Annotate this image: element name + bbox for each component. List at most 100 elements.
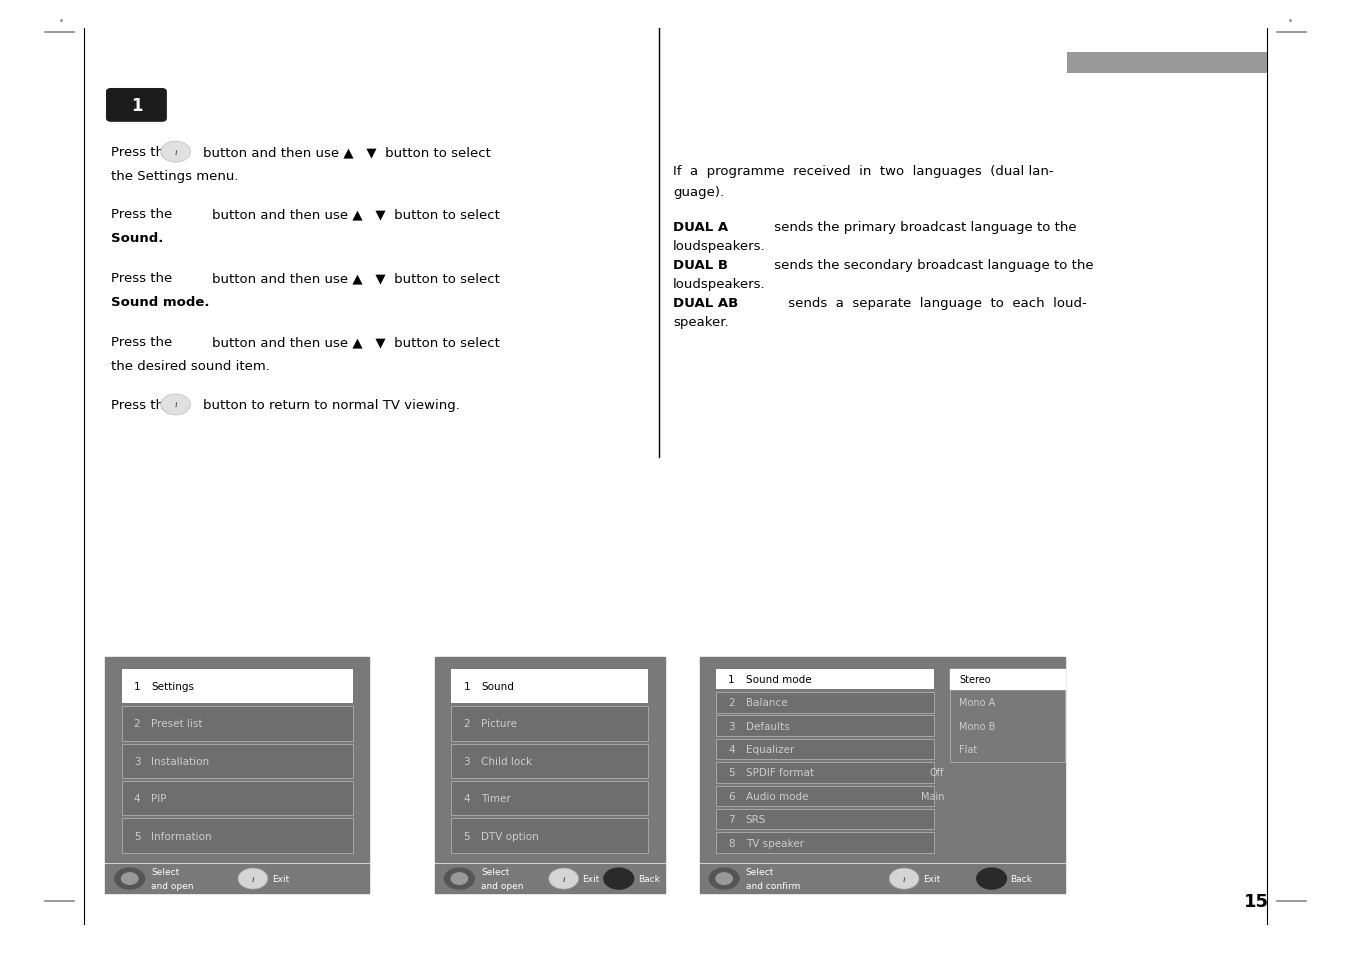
- Text: and open: and open: [151, 881, 193, 890]
- Text: sends the primary broadcast language to the: sends the primary broadcast language to …: [770, 220, 1077, 233]
- Text: 4: 4: [463, 793, 470, 803]
- Bar: [105, 658, 369, 862]
- Text: 7: 7: [728, 815, 735, 824]
- Text: Installation: Installation: [151, 756, 209, 766]
- Bar: [700, 658, 1065, 862]
- Text: button and then use ▲   ▼  button to select: button and then use ▲ ▼ button to select: [203, 146, 490, 159]
- Circle shape: [115, 868, 145, 889]
- Bar: [451, 819, 648, 853]
- Text: Main: Main: [921, 791, 944, 801]
- Text: Preset list: Preset list: [151, 719, 203, 729]
- Text: Information: Information: [151, 831, 212, 841]
- Bar: [716, 785, 934, 806]
- Text: the desired sound item.: the desired sound item.: [111, 359, 270, 373]
- Text: Child lock: Child lock: [481, 756, 532, 766]
- Bar: [451, 706, 648, 740]
- Bar: [716, 716, 934, 736]
- Circle shape: [549, 868, 578, 889]
- Text: DUAL AB: DUAL AB: [673, 296, 738, 310]
- Text: i: i: [174, 149, 177, 156]
- Text: SPDIF format: SPDIF format: [746, 768, 813, 778]
- Text: Timer: Timer: [481, 793, 511, 803]
- Text: sends  a  separate  language  to  each  loud-: sends a separate language to each loud-: [784, 296, 1086, 310]
- Text: Press the: Press the: [111, 335, 172, 349]
- Bar: [716, 669, 934, 690]
- Text: button and then use ▲   ▼  button to select: button and then use ▲ ▼ button to select: [212, 335, 500, 349]
- Text: PIP: PIP: [151, 793, 166, 803]
- Text: Flat: Flat: [959, 744, 978, 754]
- Text: and confirm: and confirm: [746, 881, 800, 890]
- Bar: [122, 781, 353, 816]
- Text: Press the: Press the: [111, 146, 172, 159]
- Text: Select: Select: [746, 867, 774, 877]
- Text: Picture: Picture: [481, 719, 517, 729]
- Bar: [122, 706, 353, 740]
- Text: Audio mode: Audio mode: [746, 791, 808, 801]
- Circle shape: [122, 873, 138, 884]
- FancyBboxPatch shape: [107, 90, 166, 122]
- Text: i: i: [562, 875, 565, 882]
- Bar: [716, 692, 934, 713]
- Text: Exit: Exit: [582, 874, 600, 883]
- Text: i: i: [251, 875, 254, 882]
- Circle shape: [709, 868, 739, 889]
- Text: 5: 5: [463, 831, 470, 841]
- Text: sends the secondary broadcast language to the: sends the secondary broadcast language t…: [770, 258, 1094, 272]
- Text: Mono B: Mono B: [959, 721, 996, 731]
- Bar: [451, 781, 648, 816]
- Bar: [1067, 53, 1267, 74]
- Text: 2: 2: [728, 698, 735, 707]
- Text: i: i: [174, 401, 177, 409]
- Text: Stereo: Stereo: [959, 675, 990, 684]
- Bar: [451, 743, 648, 779]
- Bar: [105, 864, 369, 893]
- Text: Exit: Exit: [923, 874, 940, 883]
- Text: i: i: [902, 875, 905, 882]
- Text: Settings: Settings: [151, 681, 195, 691]
- Text: TV speaker: TV speaker: [746, 838, 804, 847]
- Bar: [451, 669, 648, 703]
- Text: If  a  programme  received  in  two  languages  (dual lan-: If a programme received in two languages…: [673, 165, 1054, 178]
- Bar: [122, 669, 353, 703]
- Text: Sound mode: Sound mode: [746, 675, 812, 684]
- Text: 1: 1: [134, 681, 141, 691]
- Text: Equalizer: Equalizer: [746, 744, 794, 754]
- Circle shape: [451, 873, 467, 884]
- Text: Sound.: Sound.: [111, 232, 163, 245]
- Text: the Settings menu.: the Settings menu.: [111, 170, 238, 183]
- Bar: [122, 743, 353, 779]
- Text: Off: Off: [929, 768, 944, 778]
- Bar: [700, 864, 1065, 893]
- Text: 5: 5: [134, 831, 141, 841]
- Bar: [716, 762, 934, 783]
- Text: 1: 1: [463, 681, 470, 691]
- Bar: [950, 669, 1065, 690]
- Text: Exit: Exit: [272, 874, 289, 883]
- Bar: [716, 740, 934, 760]
- Text: 1: 1: [131, 97, 142, 114]
- Bar: [435, 658, 665, 862]
- Text: Select: Select: [481, 867, 509, 877]
- Text: DTV option: DTV option: [481, 831, 539, 841]
- Bar: [122, 819, 353, 853]
- Text: Back: Back: [1011, 874, 1032, 883]
- Text: 3: 3: [728, 721, 735, 731]
- Circle shape: [238, 868, 267, 889]
- Text: DUAL A: DUAL A: [673, 220, 728, 233]
- Text: loudspeakers.: loudspeakers.: [673, 239, 766, 253]
- Text: 4: 4: [728, 744, 735, 754]
- Text: 5: 5: [728, 768, 735, 778]
- Text: 3: 3: [134, 756, 141, 766]
- Text: Back: Back: [638, 874, 659, 883]
- Text: 15: 15: [1244, 892, 1269, 909]
- Text: Press the: Press the: [111, 272, 172, 285]
- Circle shape: [161, 142, 190, 163]
- Text: button and then use ▲   ▼  button to select: button and then use ▲ ▼ button to select: [212, 272, 500, 285]
- Circle shape: [444, 868, 474, 889]
- Text: 8: 8: [728, 838, 735, 847]
- Text: guage).: guage).: [673, 186, 724, 199]
- Text: Defaults: Defaults: [746, 721, 789, 731]
- Circle shape: [716, 873, 732, 884]
- Text: 6: 6: [728, 791, 735, 801]
- Bar: [950, 669, 1065, 762]
